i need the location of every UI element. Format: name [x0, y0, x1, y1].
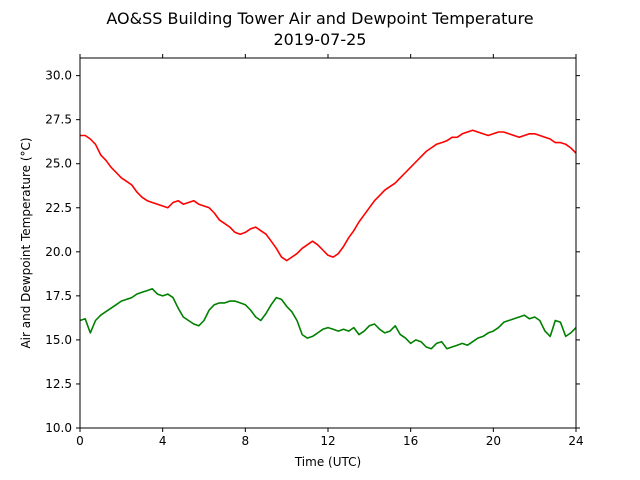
y-tick-label: 10.0 [45, 421, 72, 435]
y-tick-label: 22.5 [45, 201, 72, 215]
y-tick-label: 15.0 [45, 333, 72, 347]
plot-area: 0 4 8 12 16 20 24 10.0 12.5 15.0 17.5 20.0 22.5 25.0 2… [45, 54, 584, 448]
x-tick-label: 8 [242, 434, 250, 448]
x-tick-label: 16 [403, 434, 418, 448]
y-axis-label: Air and Dewpoint Temperature (°C) [19, 137, 33, 348]
y-tick-label: 30.0 [45, 69, 72, 83]
y-tick-label: 17.5 [45, 289, 72, 303]
ticks-layer: 0 4 8 12 16 20 24 10.0 12.5 15.0 17.5 20.0 22.5 25.0 2… [45, 54, 584, 448]
dewpoint-temperature-line [79, 287, 577, 350]
axes-frame [79, 57, 577, 429]
x-tick-label: 12 [320, 434, 335, 448]
chart-title: AO&SS Building Tower Air and Dewpoint Te… [106, 9, 533, 28]
x-tick-label: 0 [76, 434, 84, 448]
x-axis-label: Time (UTC) [294, 455, 361, 469]
y-tick-label: 25.0 [45, 157, 72, 171]
x-tick-label: 20 [486, 434, 501, 448]
y-tick-label: 20.0 [45, 245, 72, 259]
air-temperature-line [80, 129, 577, 262]
y-tick-label: 27.5 [45, 113, 72, 127]
chart-subtitle: 2019-07-25 [274, 30, 367, 49]
x-tick-label: 4 [159, 434, 167, 448]
series-layer [79, 129, 577, 350]
x-tick-label: 24 [568, 434, 583, 448]
y-tick-label: 12.5 [45, 377, 72, 391]
